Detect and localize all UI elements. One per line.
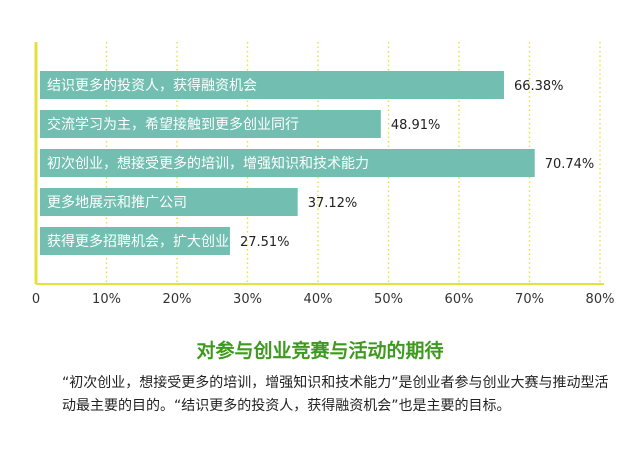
bar-category-label: 交流学习为主，希望接触到更多创业同行 — [47, 116, 299, 133]
bar-category-label: 初次创业，想接受更多的培训，增强知识和技术能力 — [47, 155, 369, 172]
axes: 0 10% 20% 30% 40% 50% 60% 70% 80% — [32, 42, 615, 307]
x-tick-label: 70% — [515, 292, 544, 307]
x-tick-label: 60% — [445, 292, 474, 307]
bar — [40, 149, 535, 177]
bar — [40, 227, 230, 255]
bar-category-label: 更多地展示和推广公司 — [47, 194, 187, 211]
x-tick-label: 80% — [586, 292, 615, 307]
x-tick-label: 10% — [92, 292, 121, 307]
bar — [40, 110, 381, 138]
bar-category-label: 获得更多招聘机会，扩大创业团队 — [47, 233, 257, 250]
bar-category-label: 结识更多的投资人，获得融资机会 — [47, 77, 257, 94]
bar — [40, 188, 298, 216]
bar-value-label: 37.12% — [308, 196, 358, 211]
bar-value-label: 48.91% — [391, 118, 441, 133]
bars: 结识更多的投资人，获得融资机会 66.38% 交流学习为主，希望接触到更多创业同行 4… — [40, 71, 594, 255]
bar-value-label: 27.51% — [240, 235, 290, 250]
chart-caption: “初次创业，想接受更多的培训，增强知识和技术能力”是创业者参与创业大赛与推动型活… — [62, 375, 609, 414]
x-tick-label: 0 — [32, 292, 40, 307]
x-tick-label: 40% — [304, 292, 333, 307]
bar — [40, 71, 504, 99]
x-tick-label: 50% — [374, 292, 403, 307]
bar-chart: 结识更多的投资人，获得融资机会 66.38% 交流学习为主，希望接触到更多创业同行 4… — [32, 42, 615, 307]
x-tick-label: 20% — [163, 292, 192, 307]
x-tick-label: 30% — [233, 292, 262, 307]
chart-title: 对参与创业竞赛与活动的期待 — [196, 340, 444, 362]
bar-value-label: 70.74% — [545, 157, 595, 172]
bar-value-label: 66.38% — [514, 79, 564, 94]
